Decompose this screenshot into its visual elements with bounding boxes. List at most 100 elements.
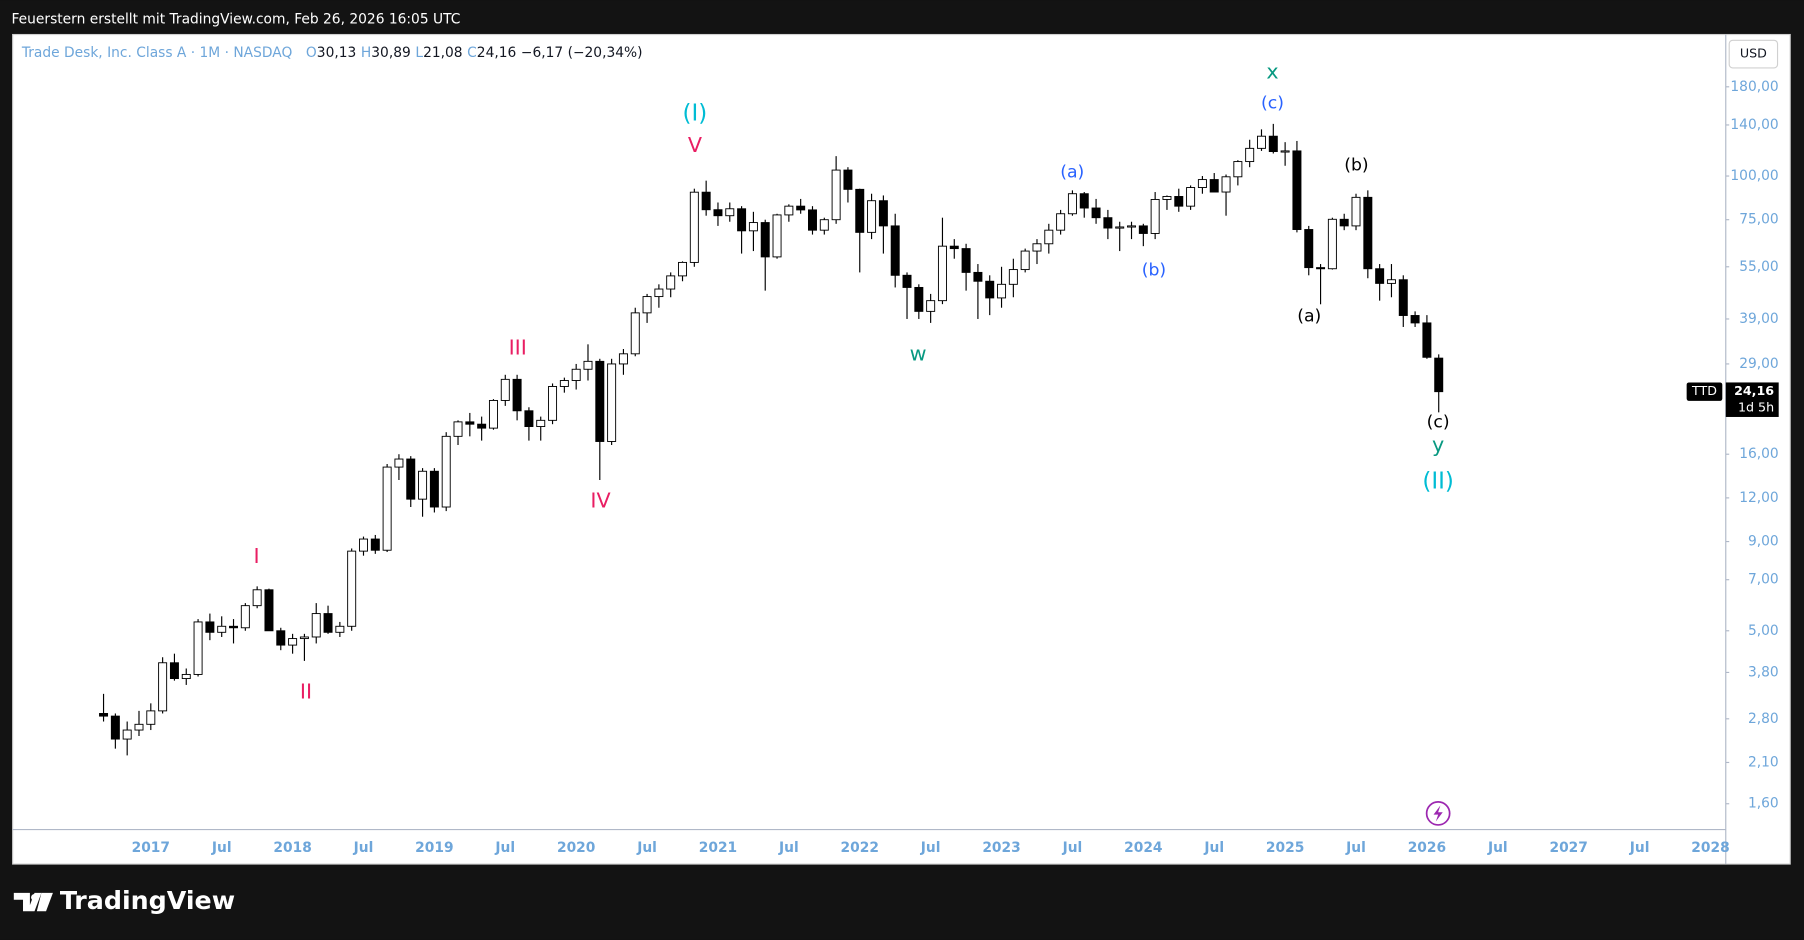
candle-body [240, 605, 250, 629]
legend: Trade Desk, Inc. Class A · 1M · NASDAQ O… [21, 45, 643, 61]
candle-body [937, 245, 947, 302]
candle-body [559, 380, 569, 387]
candle-body [1245, 147, 1255, 163]
y-tick-label: 2,10 [1748, 754, 1779, 770]
candle-body [1138, 225, 1148, 234]
x-tick-label: Jul [1203, 840, 1224, 856]
wave-label: (b) [1142, 260, 1166, 280]
candle-body [488, 399, 498, 429]
legend-value: 30,89 [371, 45, 411, 61]
candle-body [359, 538, 368, 552]
symbol-tag-text: TTD [1691, 383, 1717, 398]
wave-label: (I) [683, 100, 708, 126]
candle-body [843, 169, 853, 190]
candle-body [1044, 229, 1054, 245]
x-tick-label: 2017 [132, 840, 170, 856]
candle-body [1079, 193, 1089, 209]
wave-label: III [509, 336, 527, 360]
y-tick-label: 7,00 [1748, 572, 1779, 588]
candle-body [382, 466, 392, 551]
legend-value: 24,16 [477, 45, 517, 61]
wave-label: (c) [1427, 412, 1450, 432]
x-tick-label: 2024 [1124, 840, 1162, 856]
legend-key: C [467, 45, 477, 61]
legend-key: L [415, 45, 423, 61]
plot [99, 123, 1444, 756]
currency-button[interactable] [1728, 39, 1779, 69]
y-tick-label: 3,80 [1748, 664, 1779, 680]
x-tick-label: 2025 [1266, 840, 1304, 856]
candle-body [1150, 198, 1160, 234]
candle-body [264, 589, 274, 632]
candle-body [418, 470, 428, 500]
candle-body [500, 378, 510, 401]
candle-body [1174, 196, 1184, 207]
candle-body [1434, 357, 1444, 393]
candle-body [1221, 176, 1231, 193]
logo [13, 892, 53, 912]
candle-body [347, 550, 357, 627]
candle-body [205, 621, 215, 633]
y-tick-label: 16,00 [1739, 446, 1779, 462]
candle-body [819, 219, 829, 231]
y-tick-label: 180,00 [1730, 79, 1778, 95]
chart-panel [12, 33, 1791, 865]
wave-label: II [300, 680, 312, 704]
candle-body [122, 729, 132, 740]
candle-body [737, 208, 747, 232]
candle-body [217, 625, 227, 633]
candle-body [311, 613, 321, 638]
candle-body [477, 423, 487, 429]
candle-body [1327, 218, 1337, 270]
x-tick-label: Jul [636, 840, 657, 856]
candle-body [276, 630, 286, 646]
candle-body [701, 191, 711, 211]
candle-body [1280, 150, 1290, 153]
symbol-tag [1686, 382, 1723, 401]
legend-symbol: Trade Desk, Inc. Class A · 1M · NASDAQ [21, 45, 293, 61]
x-tick-label: Jul [1062, 840, 1083, 856]
y-tick-label: 5,00 [1748, 623, 1779, 639]
candle-body [926, 300, 936, 312]
wave-label: V [688, 133, 702, 157]
y-tick-label: 29,00 [1739, 356, 1779, 372]
wave-label: (a) [1060, 163, 1084, 183]
candle-body [1056, 213, 1066, 231]
logo-text: TradingView [60, 886, 235, 915]
candle-body [855, 188, 865, 233]
candle-body [595, 360, 605, 442]
candle-body [1316, 267, 1326, 270]
x-tick-label: Jul [211, 840, 232, 856]
candle-body [607, 363, 617, 442]
candle-body [323, 613, 333, 633]
candle-body [890, 225, 900, 276]
candle-body [1020, 250, 1030, 271]
candle-body [1186, 187, 1196, 207]
y-tick-label: 140,00 [1730, 117, 1778, 133]
wave-label: IV [590, 489, 610, 513]
candle-body [772, 214, 782, 258]
candle-body [1363, 196, 1373, 270]
x-tick-label: 2023 [982, 840, 1020, 856]
candle-body [1032, 243, 1042, 252]
candle-body [997, 283, 1007, 299]
candle-body [548, 386, 558, 421]
wave-label: (b) [1344, 156, 1368, 176]
wave-label: (II) [1422, 469, 1454, 495]
wave-label: y [1432, 432, 1444, 456]
candle-body [1375, 268, 1385, 284]
x-tick-label: Jul [778, 840, 799, 856]
lightning-icon[interactable] [1425, 801, 1451, 826]
candle-body [1233, 161, 1243, 178]
candle-body [689, 191, 699, 263]
candle-body [1268, 135, 1278, 153]
y-tick-label: 100,00 [1730, 168, 1778, 184]
candle-body [1410, 315, 1420, 324]
candle-body [1339, 218, 1349, 227]
legend-key: H [361, 45, 371, 61]
y-tick-label: 12,00 [1739, 490, 1779, 506]
candle-body [394, 458, 404, 468]
candle-body [748, 222, 758, 232]
wave-label: (c) [1261, 94, 1284, 114]
